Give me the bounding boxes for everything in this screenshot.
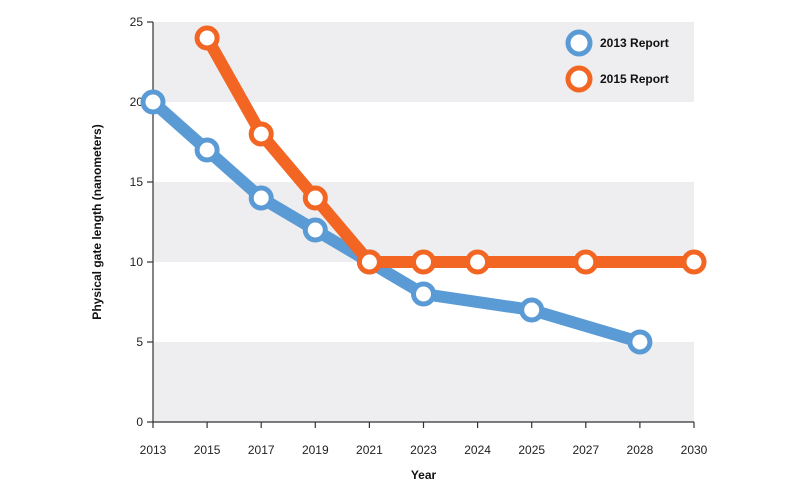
x-tick-label: 2025	[518, 443, 545, 457]
x-tick-label: 2017	[248, 443, 275, 457]
series-line	[201, 32, 700, 268]
y-tick-label: 0	[136, 415, 143, 429]
x-tick-label: 2015	[194, 443, 221, 457]
data-point	[411, 249, 436, 275]
x-tick-label: 2027	[572, 443, 599, 457]
y-tick-label: 20	[130, 95, 144, 109]
legend-label: 2013 Report	[600, 36, 669, 50]
x-tick-label: 2013	[140, 443, 167, 457]
series-layer	[140, 25, 707, 355]
data-point	[681, 249, 707, 275]
axes	[147, 21, 695, 428]
data-point	[356, 249, 382, 275]
background-bands	[153, 22, 694, 422]
legend-marker	[565, 65, 593, 93]
grid-band	[153, 22, 694, 102]
data-point	[411, 281, 436, 307]
data-point	[194, 137, 220, 163]
x-tick-label: 2024	[464, 443, 491, 457]
x-tick-label: 2023	[410, 443, 437, 457]
data-point	[248, 185, 274, 211]
data-point	[465, 249, 491, 275]
data-point	[573, 249, 599, 275]
x-tick-label: 2021	[356, 443, 383, 457]
data-point	[302, 185, 328, 211]
data-point	[194, 25, 220, 51]
data-point	[519, 297, 545, 323]
y-tick-label: 25	[130, 15, 144, 29]
grid-band	[153, 342, 694, 422]
grid-band	[153, 182, 694, 262]
data-point	[248, 121, 274, 147]
y-axis-title: Physical gate length (nanometers)	[90, 124, 104, 319]
x-tick-label: 2019	[302, 443, 329, 457]
x-tick-label: 2028	[627, 443, 654, 457]
data-point	[140, 89, 166, 115]
data-point	[302, 217, 328, 243]
data-point	[627, 329, 653, 355]
x-axis-title: Year	[411, 468, 437, 482]
x-tick-label: 2030	[681, 443, 708, 457]
y-tick-label: 15	[130, 175, 144, 189]
y-tick-label: 10	[130, 255, 144, 269]
legend-marker	[565, 29, 593, 57]
legend-label: 2015 Report	[600, 72, 669, 86]
legend: 2013 Report 2015 Report	[565, 29, 669, 93]
y-tick-label: 5	[136, 335, 143, 349]
